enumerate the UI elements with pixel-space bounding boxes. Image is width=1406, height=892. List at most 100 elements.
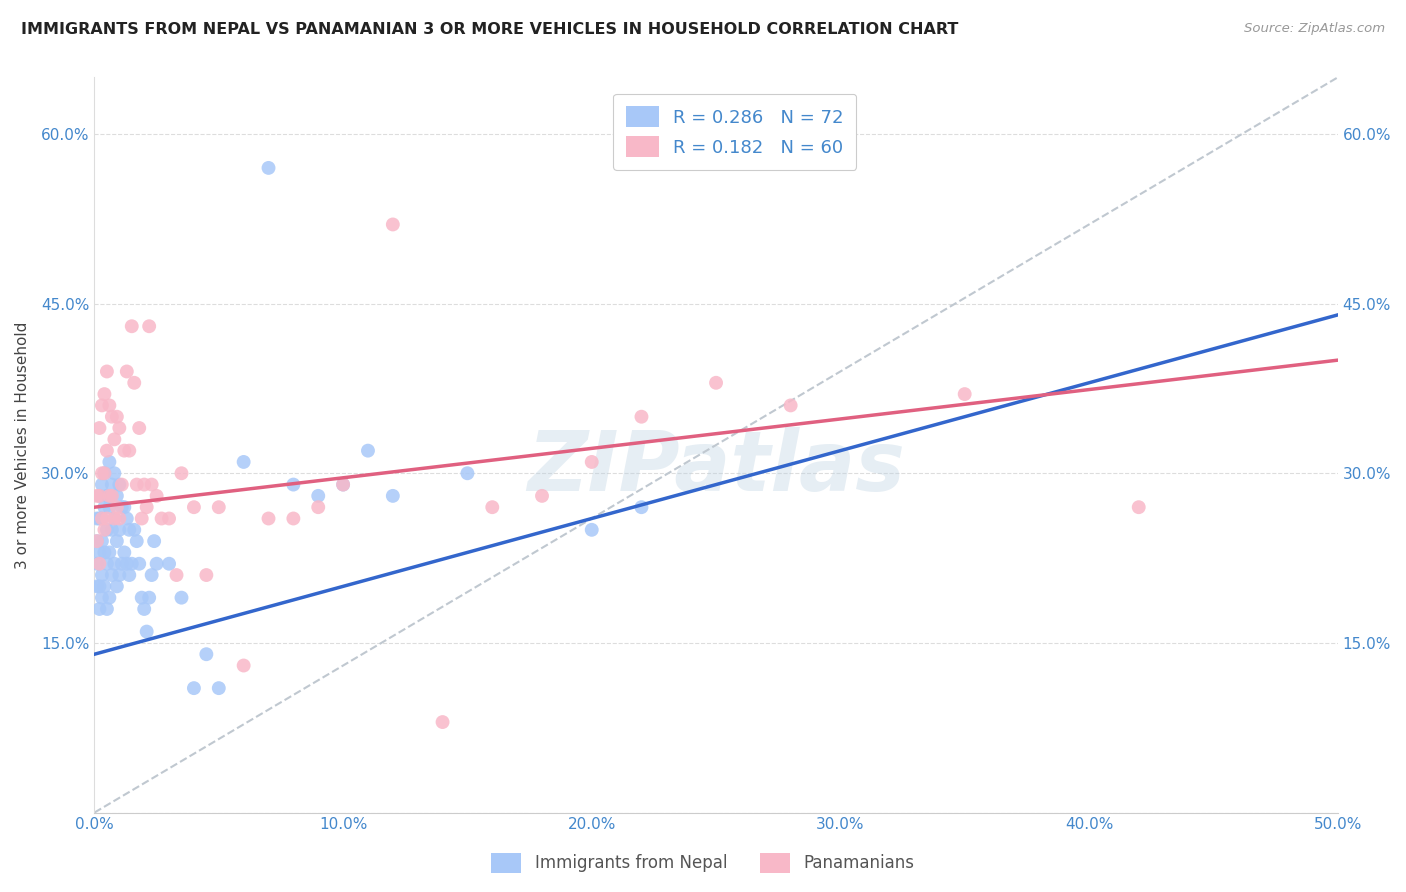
Point [381, 218, 404, 232]
Point [101, 523, 124, 537]
Point [86, 534, 108, 549]
Point [157, 557, 180, 571]
Point [90, 398, 112, 412]
Point [93, 387, 115, 401]
Point [90, 477, 112, 491]
Point [86, 557, 108, 571]
Point [98, 489, 121, 503]
Point [195, 647, 218, 661]
Point [103, 511, 125, 525]
Point [456, 467, 478, 481]
Point [257, 511, 280, 525]
Point [307, 500, 329, 515]
Point [128, 421, 150, 435]
Point [170, 591, 193, 605]
Point [98, 500, 121, 515]
Point [103, 467, 125, 481]
Point [108, 477, 131, 491]
Point [121, 557, 143, 571]
Point [630, 409, 652, 424]
Point [101, 489, 124, 503]
Point [118, 568, 141, 582]
Point [111, 557, 134, 571]
Point [89, 421, 111, 435]
Point [90, 467, 112, 481]
Point [89, 557, 111, 571]
Legend: Immigrants from Nepal, Panamanians: Immigrants from Nepal, Panamanians [485, 847, 921, 880]
Point [332, 477, 354, 491]
Point [128, 557, 150, 571]
Point [96, 443, 118, 458]
Point [150, 511, 173, 525]
Point [481, 500, 503, 515]
Point [96, 557, 118, 571]
Point [118, 443, 141, 458]
Point [103, 557, 125, 571]
Point [232, 658, 254, 673]
Point [105, 534, 128, 549]
Text: ZIPatlas: ZIPatlas [527, 426, 905, 508]
Point [90, 568, 112, 582]
Point [138, 591, 160, 605]
Point [101, 568, 124, 582]
Point [105, 579, 128, 593]
Point [96, 364, 118, 378]
Point [166, 568, 188, 582]
Point [108, 511, 131, 525]
Point [90, 591, 112, 605]
Point [98, 398, 121, 412]
Point [208, 500, 231, 515]
Point [89, 511, 111, 525]
Point [283, 511, 305, 525]
Point [86, 489, 108, 503]
Point [145, 489, 167, 503]
Point [108, 523, 131, 537]
Point [581, 455, 603, 469]
Point [112, 443, 135, 458]
Point [118, 523, 141, 537]
Point [93, 545, 115, 559]
Point [170, 467, 193, 481]
Point [283, 477, 305, 491]
Point [108, 568, 131, 582]
Point [135, 624, 157, 639]
Point [115, 364, 138, 378]
Point [307, 489, 329, 503]
Point [86, 579, 108, 593]
Point [157, 511, 180, 525]
Point [704, 376, 727, 390]
Point [141, 477, 163, 491]
Point [90, 534, 112, 549]
Point [183, 500, 205, 515]
Point [96, 602, 118, 616]
Point [112, 545, 135, 559]
Point [134, 602, 156, 616]
Point [108, 421, 131, 435]
Point [141, 568, 163, 582]
Point [122, 376, 145, 390]
Point [96, 511, 118, 525]
Point [208, 681, 231, 695]
Point [93, 467, 115, 481]
Point [134, 477, 156, 491]
Point [98, 455, 121, 469]
Point [89, 579, 111, 593]
Point [131, 591, 153, 605]
Point [432, 714, 454, 729]
Point [105, 409, 128, 424]
Text: IMMIGRANTS FROM NEPAL VS PANAMANIAN 3 OR MORE VEHICLES IN HOUSEHOLD CORRELATION : IMMIGRANTS FROM NEPAL VS PANAMANIAN 3 OR… [21, 22, 959, 37]
Point [93, 467, 115, 481]
Point [93, 579, 115, 593]
Point [232, 455, 254, 469]
Y-axis label: 3 or more Vehicles in Household: 3 or more Vehicles in Household [15, 321, 30, 569]
Point [93, 523, 115, 537]
Point [86, 534, 108, 549]
Point [105, 489, 128, 503]
Point [103, 511, 125, 525]
Point [103, 433, 125, 447]
Point [111, 500, 134, 515]
Point [145, 557, 167, 571]
Point [953, 387, 976, 401]
Point [98, 545, 121, 559]
Point [530, 489, 553, 503]
